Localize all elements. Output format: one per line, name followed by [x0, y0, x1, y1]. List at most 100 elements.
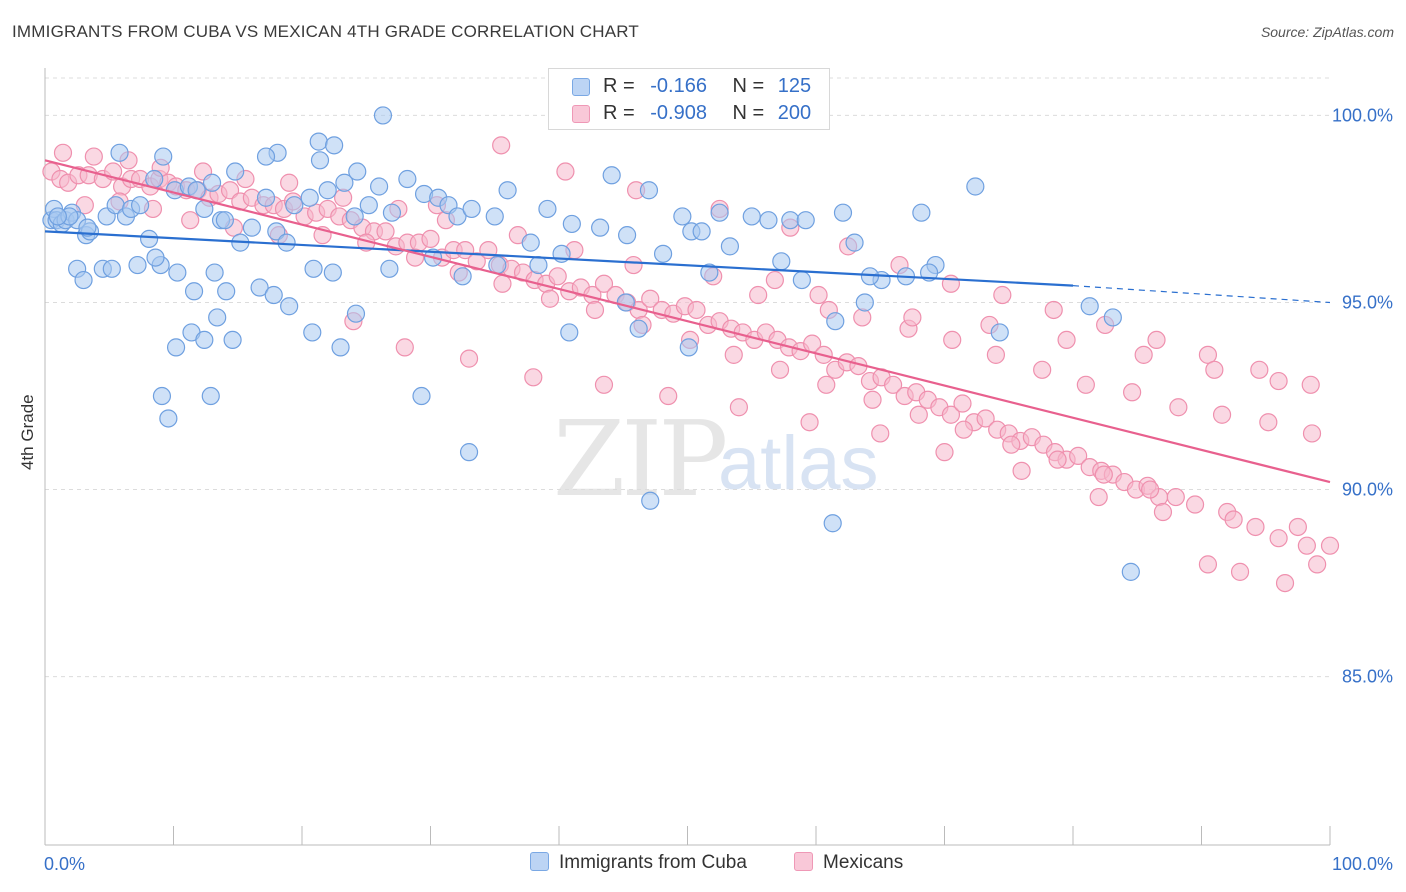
cuba-point [323, 263, 342, 282]
mexicans-point [770, 360, 790, 379]
cuba-point [720, 237, 740, 256]
cuba-point [201, 386, 220, 406]
y-tick-label: 100.0% [1332, 105, 1393, 125]
chart-title: IMMIGRANTS FROM CUBA VS MEXICAN 4TH GRAD… [12, 22, 640, 41]
mexicans-point [395, 338, 414, 357]
mexicans-point [548, 267, 567, 286]
mexicans-point [687, 300, 706, 320]
cuba-point [618, 226, 637, 245]
x-tick-label: 0.0% [44, 854, 85, 874]
mexicans-point [540, 289, 560, 308]
mexicans-point [659, 386, 678, 406]
cuba-point [309, 132, 328, 151]
mexicans-point [641, 289, 660, 308]
cuba-point [110, 143, 129, 162]
cuba-point [78, 218, 97, 237]
mexicans-point [585, 300, 605, 320]
mexicans-point [1134, 345, 1153, 364]
mexicans-point [421, 229, 440, 248]
points-layer [42, 106, 1340, 593]
legend-r-label: R = [603, 75, 635, 97]
cuba-point [792, 270, 811, 290]
cuba-point [226, 162, 245, 181]
cuba-point [370, 177, 389, 196]
cuba-point [217, 282, 236, 301]
mexicans-point [1069, 446, 1088, 465]
y-tick-label: 90.0% [1342, 480, 1393, 500]
mexicans-point [1123, 383, 1142, 402]
mexicans-point [1153, 502, 1173, 522]
cuba-point [412, 386, 431, 406]
cuba-point [453, 267, 472, 286]
cuba-point [653, 244, 673, 263]
cuba-point [562, 214, 581, 234]
cuba-point [250, 278, 269, 297]
mexicans-point [493, 274, 512, 293]
cuba-point [154, 147, 173, 166]
y-tick-label: 85.0% [1342, 667, 1393, 687]
cuba-point [205, 263, 224, 282]
cuba-point [912, 203, 931, 222]
cuba-point [485, 207, 504, 226]
watermark-zip: ZIP [553, 398, 728, 520]
cuba-point [195, 330, 214, 350]
mexicans-point [943, 330, 962, 350]
correlation-legend: R = -0.166 N = 125 R = -0.908 N = 200 [548, 68, 830, 130]
mexicans-point [334, 188, 353, 207]
cuba-point [303, 323, 322, 342]
mexicans-point [1212, 405, 1232, 424]
legend-n-value: 200 [777, 102, 812, 124]
mexicans-point [1033, 360, 1052, 379]
cuba-point [538, 199, 557, 219]
mexicans-point [765, 270, 784, 290]
cuba-point [845, 233, 864, 252]
mexicans-point [1224, 510, 1243, 529]
cuba-point [673, 207, 692, 226]
mexicans-point [1275, 573, 1295, 593]
mexicans-point [1140, 480, 1160, 499]
mexicans-point [1320, 536, 1340, 555]
legend-r-label: R = [603, 102, 635, 124]
mexicans-point [1002, 435, 1021, 454]
cuba-point [304, 259, 323, 278]
mexicans-point [556, 162, 575, 181]
mexicans-point [1250, 360, 1269, 379]
mexicans-point [1302, 424, 1322, 443]
mexicans-point [941, 405, 961, 424]
cuba-point [826, 312, 845, 331]
cuba-point [139, 229, 159, 248]
mexicans-point [1166, 487, 1185, 507]
mexicans-point [1057, 330, 1076, 350]
tick-label-layer: 100.0% 95.0% 90.0% 85.0% 0.0% 100.0% [44, 105, 1393, 874]
mexicans-point [817, 375, 836, 394]
cuba-point [772, 252, 791, 271]
mexicans-point [1044, 300, 1063, 320]
cuba-point [823, 514, 842, 533]
mexicans-point [909, 405, 928, 424]
mexicans-point [800, 413, 819, 432]
cuba-point [300, 188, 319, 207]
cuba-trend-line [44, 230, 1074, 287]
cuba-point [398, 169, 417, 189]
bottom-legend-cuba: Immigrants from Cuba [530, 852, 747, 874]
bottom-legend-swatch-mexicans [794, 852, 813, 871]
y-axis-label: 4th Grade [18, 394, 37, 470]
cuba-point [529, 255, 548, 275]
cuba-point [145, 169, 164, 189]
mexicans-point [624, 255, 643, 275]
cuba-point [318, 181, 337, 200]
mexicans-point [953, 394, 972, 413]
cuba-point [256, 147, 276, 166]
cuba-point [168, 263, 187, 282]
cuba-point [166, 338, 186, 357]
cuba-point [781, 211, 800, 230]
mexicans-point [220, 181, 240, 200]
mexicans-point [935, 443, 954, 462]
cuba-point [1080, 297, 1099, 316]
cuba-point [346, 304, 366, 323]
cuba-point [855, 293, 874, 312]
mexicans-point [853, 308, 872, 327]
mexicans-point [986, 345, 1006, 364]
cuba-point [223, 330, 242, 350]
mexicans-point [84, 147, 103, 166]
